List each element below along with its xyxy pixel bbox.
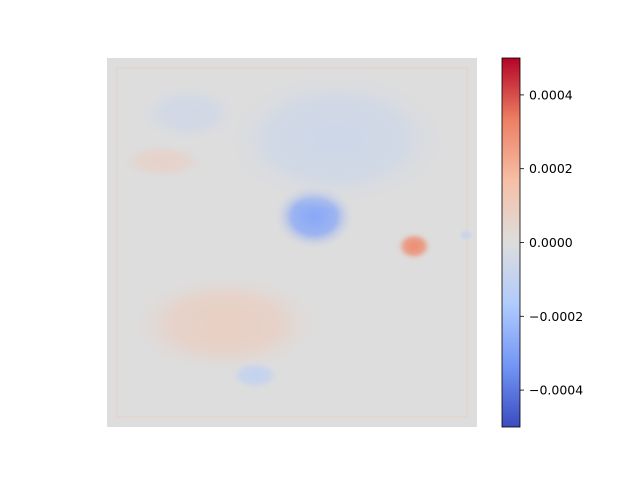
heatmap-upper-left-negative-region xyxy=(136,83,241,143)
heatmap-features xyxy=(118,69,474,391)
heatmap-left-positive-streak xyxy=(118,142,207,180)
colorbar-tick-label: 0.0004 xyxy=(529,87,573,102)
heatmap-bottom-negative-blob xyxy=(229,360,281,391)
colorbar-gradient xyxy=(502,58,520,427)
heatmap-plot xyxy=(107,58,477,427)
heatmap-border-trace xyxy=(116,67,468,418)
colorbar-ticks: 0.0004 0.0002 0.0000 −0.0002 −0.0004 xyxy=(520,87,583,398)
colorbar-tick-label: −0.0004 xyxy=(529,383,583,398)
heatmap-right-positive-hotspot xyxy=(395,231,433,261)
colorbar-tick-label: 0.0000 xyxy=(529,235,573,250)
colorbar: 0.0004 0.0002 0.0000 −0.0002 −0.0004 xyxy=(501,57,583,428)
colorbar-tick-label: 0.0002 xyxy=(529,161,573,176)
heatmap-right-edge-negative-spot xyxy=(458,229,474,241)
heatmap-lower-left-positive-region xyxy=(125,272,326,376)
colorbar-tick-label: −0.0002 xyxy=(529,309,583,324)
heatmap-upper-right-negative-region xyxy=(218,69,455,210)
